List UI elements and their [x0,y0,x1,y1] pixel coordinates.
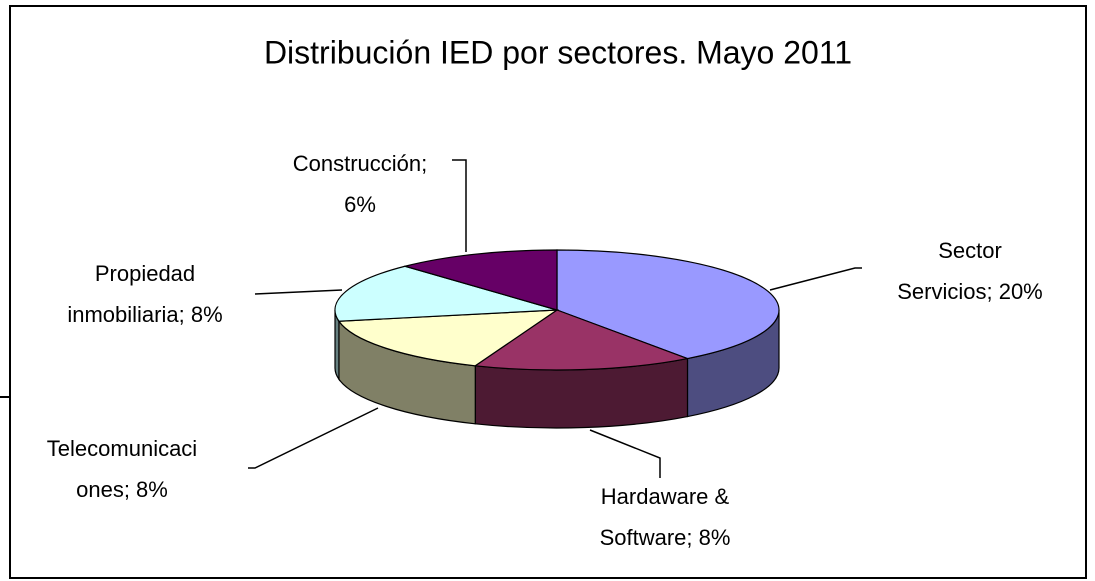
leader-line [452,159,467,252]
data-label: Hardaware & [601,484,730,509]
data-label: 6% [344,192,376,217]
slice [473,309,690,371]
chart-border [9,5,1087,579]
data-labels: Sector Servicios; 20% Hardaware & Software;… [47,151,1043,550]
leader-line [248,407,379,469]
slice [402,249,558,311]
data-label: Propiedad [95,261,195,286]
leader-line [769,267,862,291]
pie [334,249,780,429]
leader-lines [248,159,862,478]
data-label: Telecomunicaci [47,436,197,461]
data-label: ones; 8% [76,477,168,502]
leader-line [254,289,343,295]
slice [556,249,780,360]
data-label: Construcción; [293,151,428,176]
data-label: inmobiliaria; 8% [67,302,222,327]
data-label: Servicios; 20% [897,279,1043,304]
slice [337,309,560,367]
data-label: Software; 8% [600,525,731,550]
chart-title: Distribución IED por sectores. Mayo 2011 [264,34,852,70]
slice [334,265,558,322]
data-label: Sector [938,238,1002,263]
leader-line [589,429,661,478]
